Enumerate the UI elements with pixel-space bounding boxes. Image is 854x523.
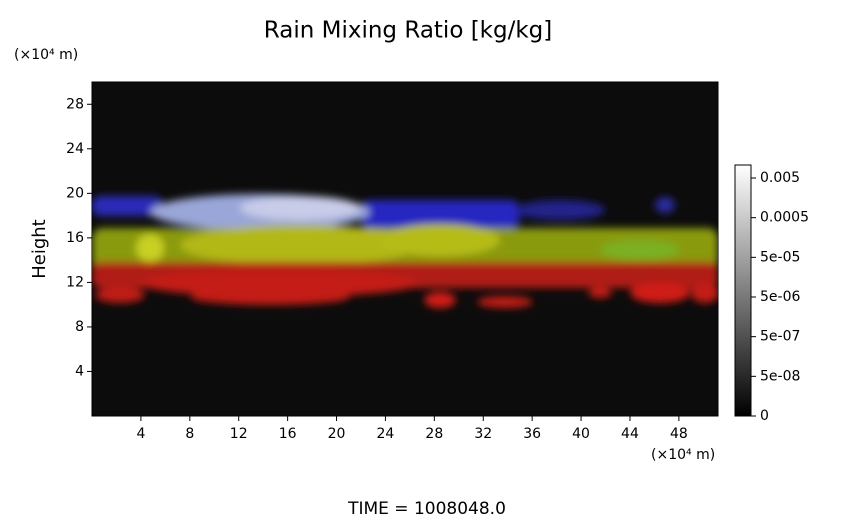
x-tick-label: 44: [621, 426, 639, 442]
x-tick-label: 48: [670, 426, 688, 442]
x-tick-label: 36: [523, 426, 541, 442]
x-tick-label: 28: [425, 426, 443, 442]
y-axis-label: Height: [29, 219, 50, 279]
colorbar-tick-label: 0.005: [760, 170, 800, 186]
colorbar-tick-label: 5e-06: [760, 289, 800, 305]
x-tick-label: 4: [136, 426, 145, 442]
y-tick-label: 16: [66, 230, 84, 246]
field-image: [92, 194, 718, 308]
x-tick-label: 12: [230, 426, 248, 442]
colorbar-tick-label: 5e-08: [760, 368, 800, 384]
colorbar-tick-label: 5e-05: [760, 249, 800, 265]
colorbar-tick-label: 0.0005: [760, 210, 809, 226]
y-tick-label: 8: [75, 319, 84, 335]
y-tick-label: 24: [66, 141, 84, 157]
colorbar-tick-label: 5e-07: [760, 329, 800, 345]
x-tick-label: 8: [185, 426, 194, 442]
chart-title: Rain Mixing Ratio [kg/kg]: [264, 18, 552, 44]
footer-time: TIME = 1008048.0: [347, 499, 506, 519]
x-tick-label: 40: [572, 426, 590, 442]
y-tick-label: 20: [66, 185, 84, 201]
y-unit: (×10⁴ m): [14, 47, 78, 63]
y-tick-label: 12: [66, 274, 84, 290]
colorbar-tick-label: 0: [760, 408, 769, 424]
x-tick-label: 24: [377, 426, 395, 442]
y-tick-label: 28: [66, 96, 84, 112]
x-tick-label: 32: [474, 426, 492, 442]
x-tick-label: 20: [328, 426, 346, 442]
x-tick-label: 16: [279, 426, 297, 442]
colorbar: [734, 164, 752, 417]
x-unit: (×10⁴ m): [651, 447, 715, 463]
y-tick-label: 4: [75, 363, 84, 379]
